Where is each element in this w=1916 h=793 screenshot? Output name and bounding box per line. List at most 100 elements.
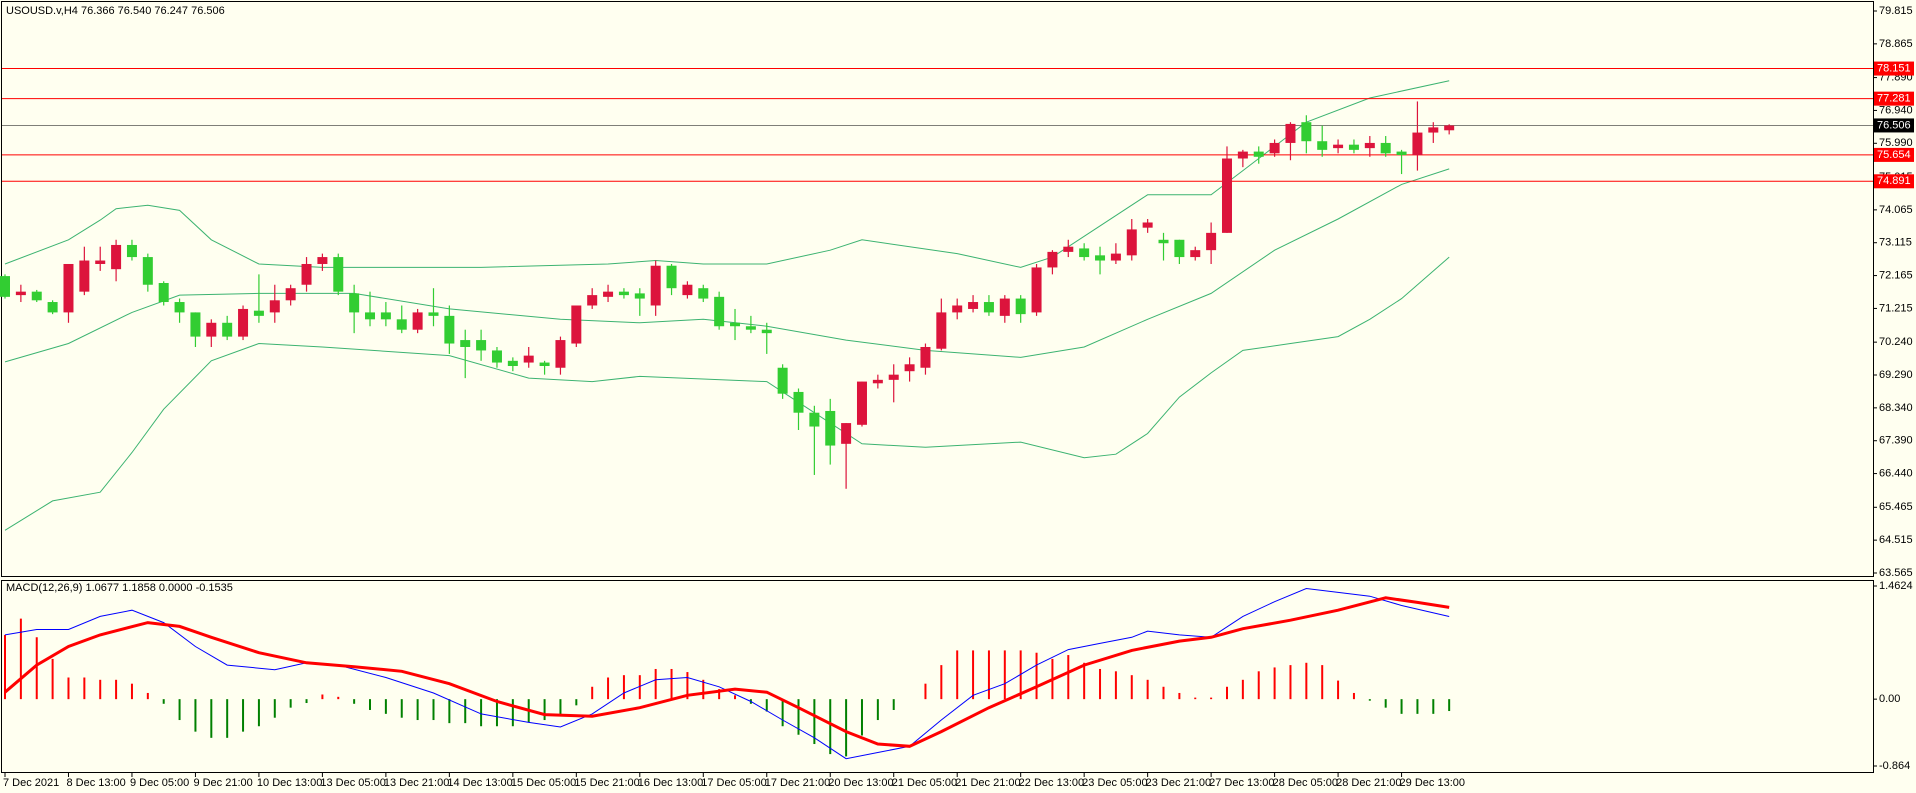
x-tick-label: 15 Dec 21:00	[574, 777, 639, 789]
candle-body	[1301, 122, 1312, 142]
candle-body	[841, 423, 852, 444]
candle-body	[444, 315, 455, 344]
x-tick-label: 7 Dec 2021	[3, 777, 59, 789]
candle-body	[920, 346, 931, 368]
candle-body	[1079, 248, 1090, 258]
candle-body	[1047, 251, 1058, 268]
candle-body	[333, 257, 344, 292]
candle-body	[1348, 144, 1359, 150]
y-tick-label: 76.940	[1879, 104, 1913, 116]
x-tick-label: 22 Dec 13:00	[1019, 777, 1084, 789]
candle-body	[1380, 142, 1391, 154]
candle-body	[714, 296, 725, 327]
candle-body	[238, 308, 249, 337]
candle-body	[539, 362, 550, 367]
x-tick-label: 17 Dec 21:00	[765, 777, 830, 789]
candle-body	[968, 302, 979, 309]
y-tick-label: 66.440	[1879, 467, 1913, 479]
x-tick-label: 16 Dec 13:00	[638, 777, 703, 789]
candle-body	[1253, 151, 1264, 157]
candle-body	[1396, 151, 1407, 156]
x-tick-label: 13 Dec 05:00	[320, 777, 385, 789]
candle-body	[825, 410, 836, 446]
level-tag	[1874, 147, 1914, 162]
candle-body	[301, 263, 312, 285]
candle-body	[253, 310, 264, 316]
candle-body	[952, 305, 963, 313]
candle-body	[1031, 267, 1042, 313]
x-tick-label: 10 Dec 13:00	[257, 777, 322, 789]
candle-body	[999, 298, 1010, 316]
candle-body	[1444, 125, 1455, 131]
candle-body	[888, 374, 899, 380]
y-tick-label: 67.390	[1879, 435, 1913, 447]
y-tick-label: 71.215	[1879, 302, 1913, 314]
y-tick-label: 74.065	[1879, 204, 1913, 216]
candle-body	[269, 300, 280, 313]
candle-body	[285, 288, 296, 301]
candle-body	[365, 312, 376, 320]
candle-body	[428, 312, 439, 316]
candle-body	[618, 291, 629, 296]
candle-body	[412, 312, 423, 330]
candle-body	[1015, 298, 1026, 315]
x-tick-label: 15 Dec 05:00	[511, 777, 576, 789]
level-tag-label: 77.281	[1877, 93, 1911, 105]
candle-body	[1428, 127, 1439, 133]
candle-body	[1126, 229, 1137, 256]
level-tag	[1874, 61, 1914, 76]
indicator-line	[4, 596, 1450, 748]
candle-body	[650, 265, 661, 306]
candle-body	[31, 291, 42, 301]
candle-body	[380, 312, 391, 320]
candle-body	[587, 295, 598, 306]
y-tick-label: 73.115	[1879, 237, 1912, 249]
candle-body	[983, 302, 994, 313]
y-tick-label: -0.864	[1879, 760, 1910, 772]
candle-body	[1142, 222, 1153, 228]
candle-body	[460, 340, 471, 347]
indicator-line	[4, 80, 1450, 268]
candle-body	[111, 244, 122, 270]
x-tick-label: 8 Dec 13:00	[66, 777, 125, 789]
level-tag-label: 76.506	[1877, 119, 1911, 131]
candle-body	[190, 312, 201, 337]
x-tick-label: 28 Dec 05:00	[1273, 777, 1338, 789]
candle-body	[745, 326, 756, 330]
candle-body	[222, 322, 233, 337]
candle-body	[793, 391, 804, 413]
candle-body	[856, 381, 867, 425]
x-tick-label: 21 Dec 21:00	[955, 777, 1020, 789]
candle-body	[63, 263, 74, 313]
candle-body	[476, 340, 487, 351]
candle-body	[491, 350, 502, 363]
candle-body	[1269, 142, 1280, 154]
candle-body	[1221, 158, 1232, 233]
candle-body	[126, 244, 137, 258]
candle-body	[872, 379, 883, 384]
macd-panel-frame	[1, 580, 1874, 773]
candle-body	[1095, 255, 1106, 261]
candle-body	[1364, 142, 1375, 149]
candle-body	[555, 340, 566, 368]
candle-body	[698, 288, 709, 299]
x-tick-label: 13 Dec 21:00	[384, 777, 449, 789]
candle-body	[1285, 123, 1296, 143]
level-tag-label: 75.654	[1877, 149, 1911, 161]
y-tick-label: 70.240	[1879, 336, 1913, 348]
x-tick-label: 29 Dec 13:00	[1400, 777, 1465, 789]
candle-body	[936, 312, 947, 349]
x-tick-label: 9 Dec 05:00	[130, 777, 189, 789]
candle-body	[1190, 250, 1201, 258]
candle-body	[0, 276, 10, 297]
candle-body	[904, 364, 915, 372]
candle-body	[1158, 239, 1169, 244]
candle-body	[47, 302, 58, 313]
x-tick-label: 21 Dec 05:00	[892, 777, 957, 789]
candle-body	[1412, 132, 1423, 156]
candle-body	[666, 265, 677, 289]
y-tick-label: 69.290	[1879, 369, 1913, 381]
candle-body	[317, 257, 328, 264]
candle-body	[761, 329, 772, 334]
